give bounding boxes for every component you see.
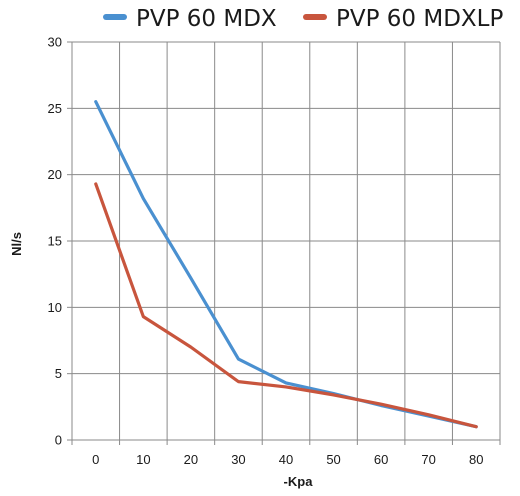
series-line-1 [94, 100, 478, 429]
legend: PVP 60 MDX PVP 60 MDXLP [103, 6, 503, 32]
x-tick-label: 70 [421, 452, 435, 467]
x-tick-label: 10 [136, 452, 150, 467]
legend-label-2: PVP 60 MDXLP [336, 6, 503, 32]
y-axis-title: Nl/s [9, 232, 24, 256]
x-tick-label: 0 [92, 452, 99, 467]
y-tick-label: 15 [48, 234, 62, 249]
y-tick-label: 5 [55, 366, 62, 381]
x-tick-label: 60 [374, 452, 388, 467]
tick-labels: 0 5 10 15 20 25 30 0 10 20 30 40 50 60 70 80 [48, 35, 484, 468]
x-tick-label: 40 [279, 452, 293, 467]
x-tick-label: 30 [231, 452, 245, 467]
x-axis-title: -Kpa [284, 474, 314, 489]
series-lines [94, 100, 478, 429]
y-tick-label: 0 [55, 433, 62, 448]
y-tick-label: 10 [48, 300, 62, 315]
series-line-2 [94, 182, 478, 429]
y-tick-label: 25 [48, 101, 62, 116]
x-tick-label: 80 [469, 452, 483, 467]
x-tick-label: 20 [184, 452, 198, 467]
legend-label-1: PVP 60 MDX [136, 6, 277, 32]
y-tick-label: 30 [48, 35, 62, 50]
grid [67, 41, 501, 445]
y-tick-label: 20 [48, 167, 62, 182]
x-tick-label: 50 [326, 452, 340, 467]
